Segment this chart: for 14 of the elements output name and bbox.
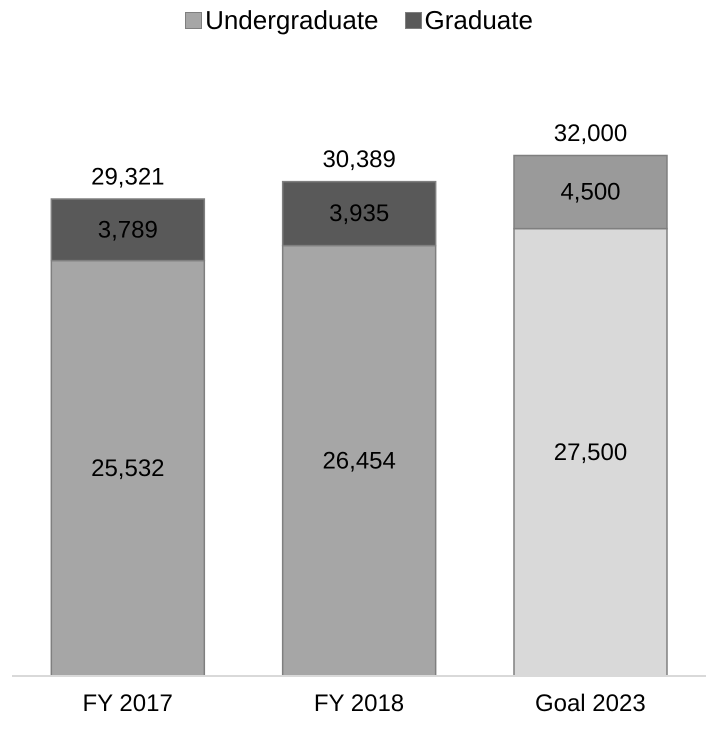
data-label: 27,500	[554, 438, 628, 466]
x-tick-label: Goal 2023	[534, 690, 646, 718]
x-tick-label: FY 2017	[82, 690, 173, 718]
legend-label: Undergraduate	[205, 5, 379, 36]
legend-label: Graduate	[424, 5, 533, 36]
data-label: 3,789	[98, 216, 158, 244]
data-label: 4,500	[560, 178, 621, 206]
total-label: 30,389	[322, 146, 396, 174]
total-label: 32,000	[554, 120, 628, 147]
total-label: 29,321	[91, 164, 165, 191]
data-label: 25,532	[91, 454, 165, 482]
data-label: 26,454	[322, 447, 396, 474]
x-tick-label: FY 2018	[314, 690, 404, 718]
data-label: 3,935	[329, 200, 390, 228]
